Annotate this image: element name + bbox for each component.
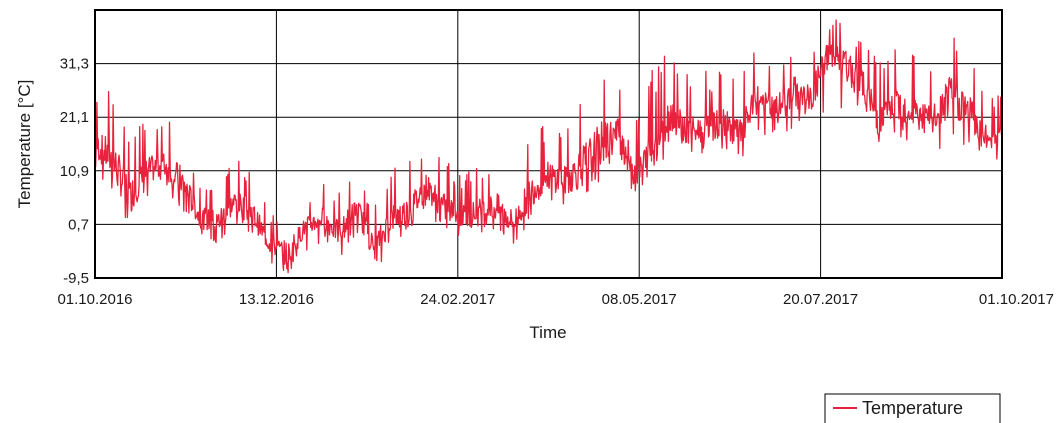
x-tick-label: 01.10.2017: [979, 291, 1054, 308]
plot-background: [95, 10, 1002, 278]
x-axis-title: Time: [529, 323, 566, 342]
x-tick-label: 24.02.2017: [420, 291, 495, 308]
x-tick-label: 20.07.2017: [783, 291, 858, 308]
series-line-temperature: [94, 19, 1003, 274]
plot-frame: [94, 9, 1003, 279]
y-tick-label: 31,3: [60, 56, 89, 73]
y-tick-label: 10,9: [60, 163, 89, 180]
x-tick-label: 08.05.2017: [602, 291, 677, 308]
y-tick-labels: -9,5 0,7 10,9 21,1 31,3: [60, 56, 89, 287]
series-temperature: [94, 19, 1003, 274]
x-tick-label: 13.12.2016: [239, 291, 314, 308]
y-tick-label: 0,7: [68, 216, 89, 233]
legend-box: [824, 393, 1001, 423]
x-tick-label: 01.10.2016: [57, 291, 132, 308]
y-tick-label: -9,5: [63, 270, 89, 287]
y-axis-title: Temperature [°C]: [15, 80, 34, 209]
legend-label-temperature: Temperature: [862, 398, 963, 418]
legend: Temperature: [824, 393, 1001, 423]
y-tick-label: 21,1: [60, 109, 89, 126]
x-tick-labels: 01.10.2016 13.12.2016 24.02.2017 08.05.2017…: [57, 291, 1054, 308]
series-layer: [94, 19, 1003, 274]
